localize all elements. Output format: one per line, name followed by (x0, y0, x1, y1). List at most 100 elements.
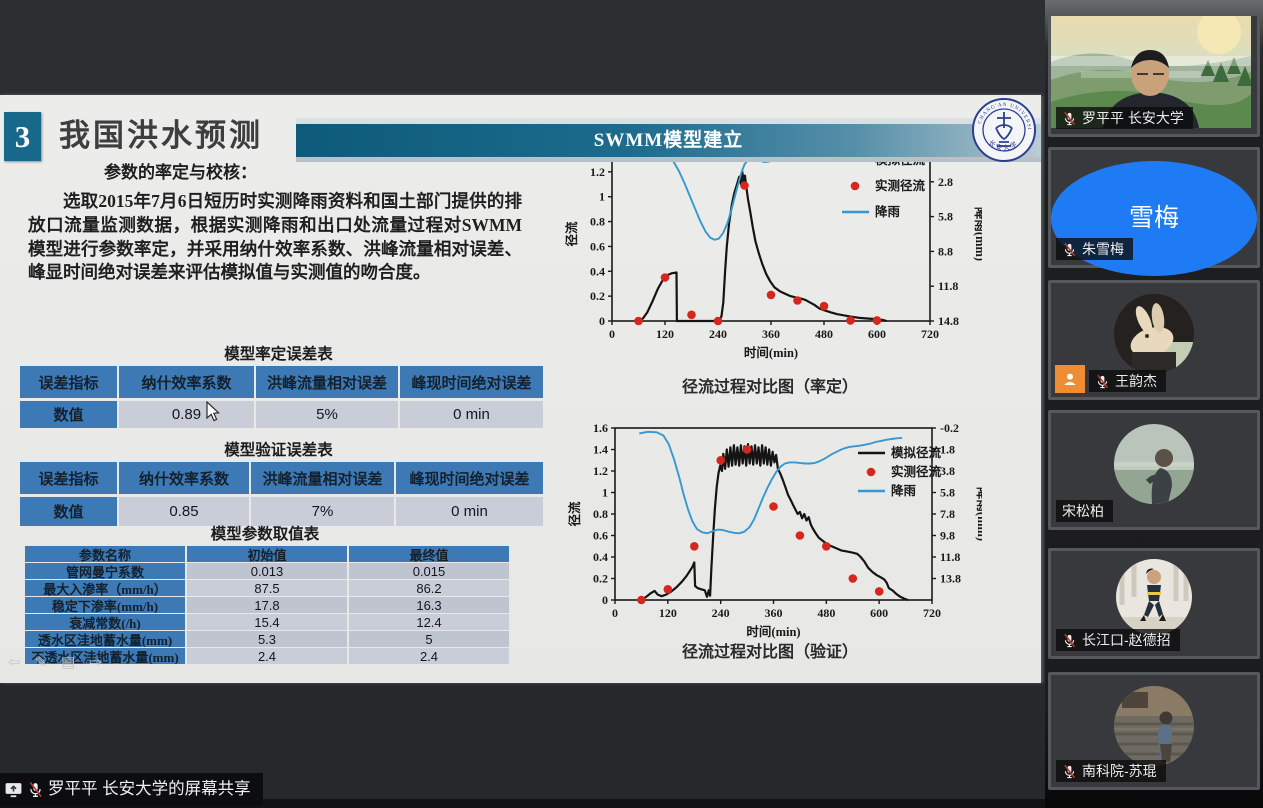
svg-text:0.2: 0.2 (593, 572, 608, 586)
svg-text:11.8: 11.8 (938, 279, 958, 293)
table-header-cell: 误差指标 (20, 366, 117, 398)
screen-share-banner: 罗平平 长安大学的屏幕共享 (0, 773, 263, 806)
table-header-cell: 洪峰流量相对误差 (256, 366, 398, 398)
table-cell: 0.013 (187, 563, 347, 579)
table-cell: 管网曼宁系数 (25, 563, 185, 579)
svg-text:降雨(mm): 降雨(mm) (975, 487, 982, 541)
participant-name-label: 长江口-赵德招 (1056, 629, 1180, 651)
table-cell: 5% (256, 401, 398, 428)
table-header-cell: 初始值 (187, 546, 347, 562)
slide-subtitle: 参数的率定与校核： (104, 163, 257, 182)
mouse-cursor (206, 401, 220, 422)
table-cell: 0.85 (119, 497, 249, 526)
table-cell: 15.4 (187, 614, 347, 630)
svg-text:7.8: 7.8 (940, 507, 955, 521)
table-header-cell: 误差指标 (20, 462, 117, 494)
svg-text:径流: 径流 (567, 501, 582, 527)
avatar (1114, 294, 1194, 374)
svg-text:5.8: 5.8 (940, 486, 955, 500)
table-cell: 5.3 (187, 631, 347, 647)
screen-share-banner-text: 罗平平 长安大学的屏幕共享 (48, 780, 251, 798)
avatar (1114, 686, 1194, 766)
banner-title: SWMM模型建立 (296, 124, 1041, 157)
table-header-cell: 纳什效率系数 (119, 462, 249, 494)
participant-tile-zhaodezhao[interactable]: 长江口-赵德招 (1048, 548, 1260, 659)
svg-text:降雨: 降雨 (875, 204, 901, 219)
participant-name-label: 罗平平 长安大学 (1056, 107, 1193, 129)
svg-text:720: 720 (921, 327, 939, 341)
table-cell: 0 min (396, 497, 543, 526)
svg-text:2.8: 2.8 (938, 175, 953, 189)
table-cell: 7% (251, 497, 394, 526)
table-cell: 5 (349, 631, 509, 647)
table-cell: 透水区洼地蓄水量(mm) (25, 631, 185, 647)
table-cell: 数值 (20, 497, 117, 526)
participant-name: 宋松柏 (1062, 503, 1104, 519)
slide-paragraph: 选取2015年7月6日短历时实测降雨资料和国土部门提供的排放口流量监测数据，根据… (28, 191, 522, 283)
mic-muted-icon (1064, 633, 1076, 647)
calibration-error-table: 误差指标 纳什效率系数 洪峰流量相对误差 峰现时间绝对误差 数值 0.89 5% 0 min (20, 366, 543, 428)
svg-text:1: 1 (599, 190, 605, 204)
table-cell: 2.4 (187, 648, 347, 664)
svg-text:240: 240 (712, 606, 730, 620)
back-arrow-icon: ⇦ (8, 654, 35, 671)
svg-text:1.4: 1.4 (593, 443, 608, 457)
table-header-cell: 洪峰流量相对误差 (251, 462, 394, 494)
host-badge-icon (1055, 365, 1085, 393)
svg-text:600: 600 (868, 327, 886, 341)
changan-university-logo: CHANG'AN UNIVERSITY 长安大学 (971, 97, 1036, 162)
calibration-chart: 012024036048060072000.20.40.60.811.21.4-… (564, 140, 982, 360)
parameter-value-table: 参数名称 初始值 最终值 管网曼宁系数 0.013 0.015 最大入渗率（mm/h） 87.… (25, 546, 509, 664)
svg-text:11.8: 11.8 (940, 550, 960, 564)
participant-tile-luopingping[interactable]: 罗平平 长安大学 (1048, 10, 1260, 137)
forward-arrow-icon: ⇨ (89, 654, 116, 671)
svg-text:480: 480 (817, 606, 835, 620)
table-header-cell: 最终值 (349, 546, 509, 562)
svg-text:0.6: 0.6 (590, 239, 605, 253)
svg-text:0: 0 (599, 314, 605, 328)
presenter-toolbar: ⇦✎▤⇨ (8, 655, 116, 671)
svg-text:480: 480 (815, 327, 833, 341)
table-cell: 2.4 (349, 648, 509, 664)
svg-text:1: 1 (602, 486, 608, 500)
svg-text:模拟径流: 模拟径流 (891, 445, 942, 460)
table-cell: 12.4 (349, 614, 509, 630)
table-cell: 17.8 (187, 597, 347, 613)
table-title-validation: 模型验证误差表 (224, 442, 333, 459)
svg-text:1.2: 1.2 (590, 165, 605, 179)
svg-text:0.2: 0.2 (590, 289, 605, 303)
svg-text:720: 720 (923, 606, 941, 620)
participant-tile-sukun[interactable]: 南科院-苏琨 (1048, 672, 1260, 790)
svg-text:9.8: 9.8 (940, 529, 955, 543)
participant-name: 罗平平 长安大学 (1082, 110, 1184, 126)
svg-text:0.6: 0.6 (593, 529, 608, 543)
svg-text:5.8: 5.8 (938, 210, 953, 224)
svg-text:径流: 径流 (564, 221, 579, 247)
participant-name-label: 朱雪梅 (1056, 238, 1133, 260)
svg-text:-0.2: -0.2 (940, 421, 959, 435)
validation-error-table: 误差指标 纳什效率系数 洪峰流量相对误差 峰现时间绝对误差 数值 0.85 7% 0 min (20, 462, 543, 526)
table-cell: 86.2 (349, 580, 509, 596)
svg-text:13.8: 13.8 (940, 572, 961, 586)
presentation-slide: 3 我国洪水预测 SWMM模型建立 CHANG'AN UNIVERSITY 长安… (0, 95, 1041, 683)
table-cell: 不透水区洼地蓄水量(mm) (25, 648, 185, 664)
table-header-cell: 参数名称 (25, 546, 185, 562)
participant-tile-zhuxuemei[interactable]: 雪梅 朱雪梅 (1048, 147, 1260, 276)
validation-chart-caption: 径流过程对比图（验证） (681, 644, 858, 661)
participant-name: 长江口-赵德招 (1082, 632, 1171, 648)
participants-sidebar: 罗平平 长安大学 雪梅 朱雪梅 (1045, 0, 1263, 808)
svg-text:降雨(mm): 降雨(mm) (973, 207, 982, 261)
participant-tile-songsongbai[interactable]: 宋松柏 (1048, 410, 1260, 530)
participant-tile-wangyunjie[interactable]: 王韵杰 (1048, 280, 1260, 400)
mic-muted-icon (1064, 111, 1076, 125)
svg-text:360: 360 (762, 327, 780, 341)
screen-share-area: 3 我国洪水预测 SWMM模型建立 CHANG'AN UNIVERSITY 长安… (0, 0, 1045, 808)
mic-muted-icon (1064, 242, 1076, 256)
participant-name-label: 南科院-苏琨 (1056, 760, 1166, 782)
table-title-calibration: 模型率定误差表 (224, 346, 333, 363)
avatar (1116, 559, 1192, 635)
table-header-cell: 峰现时间绝对误差 (400, 366, 543, 398)
mic-muted-icon (1064, 764, 1076, 778)
svg-text:0.8: 0.8 (590, 215, 605, 229)
table-cell: 稳定下渗率(mm/h) (25, 597, 185, 613)
